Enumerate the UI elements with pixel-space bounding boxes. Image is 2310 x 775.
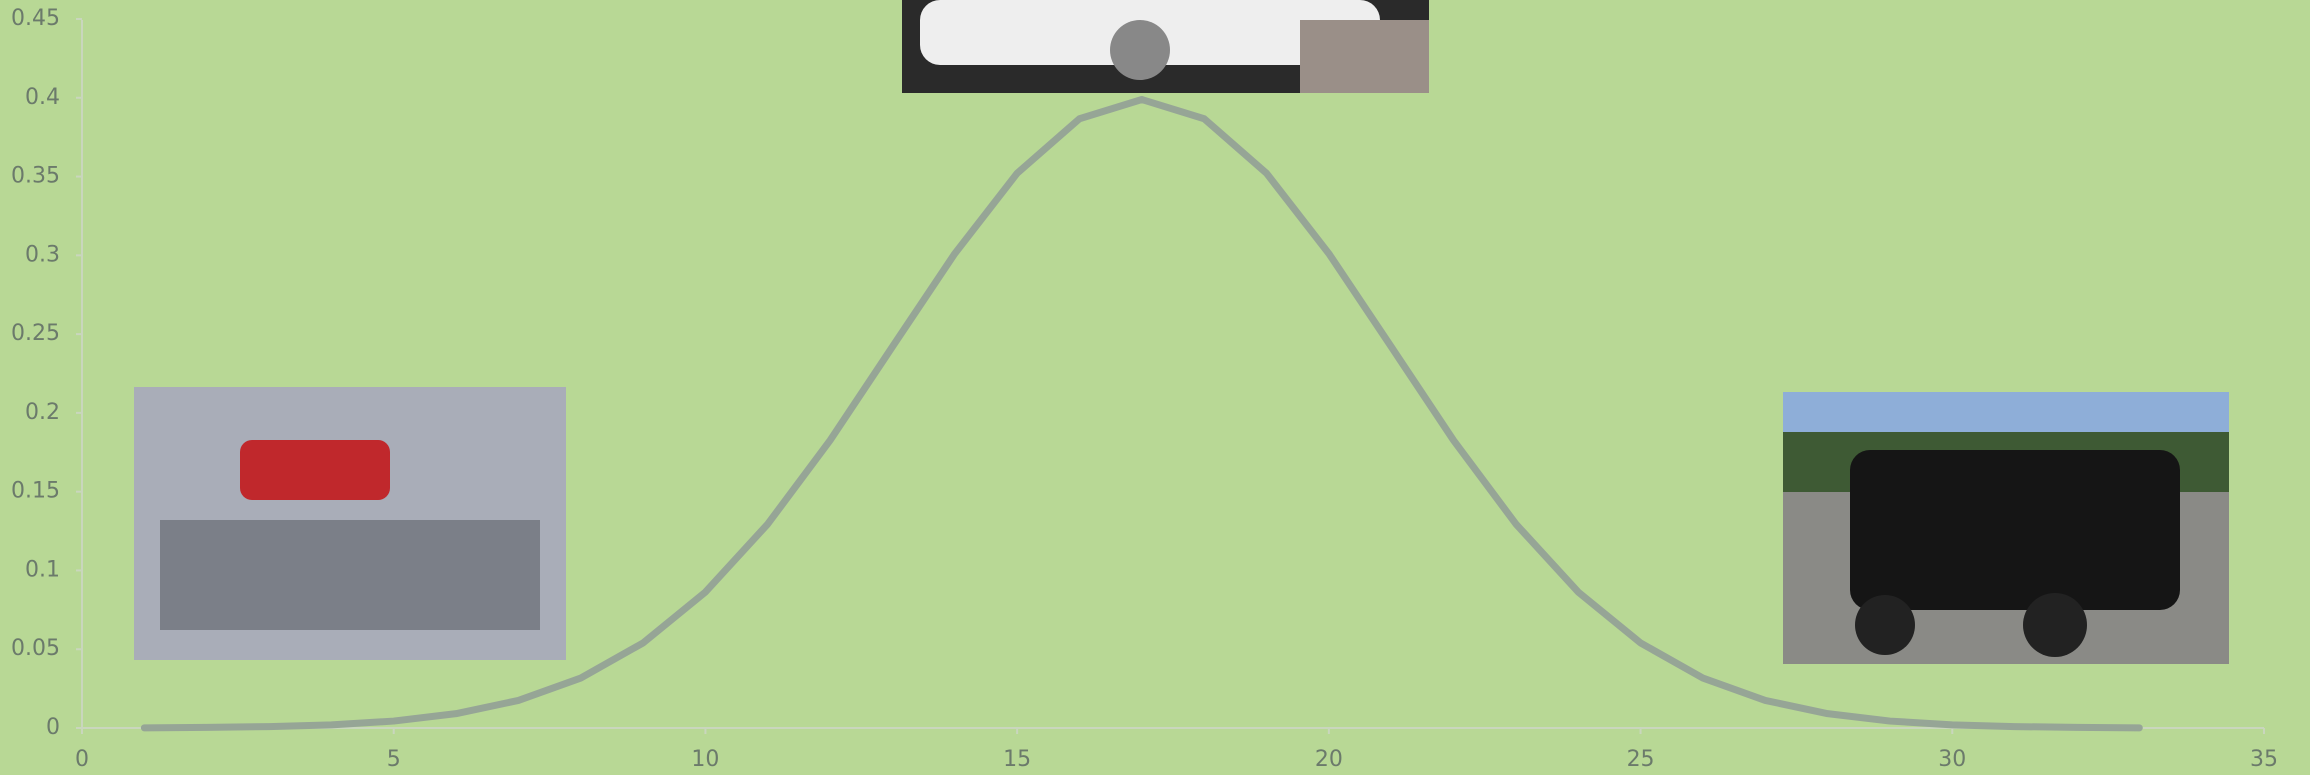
x-tick-label: 5 [387,747,401,772]
curve [140,96,2143,732]
y-tick-label: 0 [46,715,60,740]
x-tick-label: 0 [75,747,89,772]
photo-car-parts [134,387,566,660]
y-tick-label: 0.05 [11,636,60,661]
y-tick-label: 0.45 [11,6,60,31]
y-tick-label: 0.25 [11,321,60,346]
y-tick-label: 0.4 [25,85,60,110]
x-tick-label: 30 [1938,747,1966,772]
x-tick-label: 15 [1003,747,1031,772]
y-tick-label: 0.15 [11,479,60,504]
y-tick-label: 0.3 [25,242,60,267]
y-tick-label: 0.1 [25,557,60,582]
x-tick-label: 35 [2250,747,2278,772]
x-tick-label: 25 [1627,747,1655,772]
x-tick-label: 10 [691,747,719,772]
y-tick-label: 0.2 [25,400,60,425]
photo-pickup-truck [1783,392,2229,664]
x-tick-label: 20 [1315,747,1343,772]
photo-white-van [902,0,1429,93]
y-tick-label: 0.35 [11,164,60,189]
